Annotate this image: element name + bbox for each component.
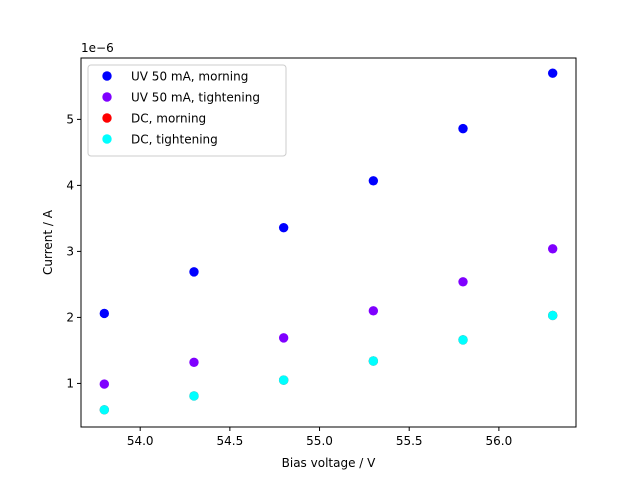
data-point: [189, 391, 199, 401]
x-tick-label: 54.5: [216, 434, 243, 448]
data-point: [458, 277, 468, 287]
legend-label: UV 50 mA, morning: [131, 70, 248, 84]
data-point: [99, 405, 110, 415]
data-points: [99, 68, 558, 415]
data-point: [458, 123, 468, 134]
data-point: [189, 267, 199, 277]
legend-label: UV 50 mA, tightening: [131, 91, 260, 105]
y-tick-label: 5: [66, 112, 74, 126]
data-point: [99, 308, 110, 319]
y-axis-offset-label: 1e−6: [81, 41, 114, 55]
legend-box: [87, 64, 287, 157]
data-point: [278, 222, 289, 233]
data-point: [278, 375, 289, 385]
legend-marker: [102, 71, 112, 81]
x-tick-label: 54.0: [127, 434, 154, 448]
legend-label: DC, morning: [131, 112, 206, 126]
data-point: [547, 310, 558, 321]
data-point: [99, 379, 110, 389]
x-axis-label: Bias voltage / V: [282, 456, 376, 470]
data-point: [368, 176, 379, 186]
legend-marker: [102, 92, 112, 102]
y-tick-label: 1: [66, 376, 74, 390]
y-tick-label: 3: [66, 244, 74, 258]
legend-marker: [102, 113, 112, 123]
axes-frame: [80, 57, 577, 428]
y-tick-label: 4: [66, 178, 74, 192]
data-point: [368, 306, 379, 316]
legend: UV 50 mA, morning UV 50 mA, tightening DC,…: [87, 64, 287, 157]
data-point: [458, 335, 468, 345]
axis-ticks: 54.0 54.5 55.0 55.5 56.0 1 2 3 4 5: [66, 112, 512, 448]
x-tick-label: 55.5: [396, 434, 423, 448]
x-tick-label: 55.0: [306, 434, 333, 448]
data-point: [547, 244, 558, 254]
x-tick-label: 56.0: [486, 434, 513, 448]
y-axis-label: Current / A: [41, 209, 55, 275]
data-point: [278, 333, 289, 343]
y-tick-label: 2: [66, 310, 74, 324]
data-point: [189, 357, 199, 368]
data-point: [368, 356, 379, 366]
legend-marker: [102, 134, 112, 144]
legend-label: DC, tightening: [131, 133, 218, 147]
data-point: [547, 68, 558, 78]
